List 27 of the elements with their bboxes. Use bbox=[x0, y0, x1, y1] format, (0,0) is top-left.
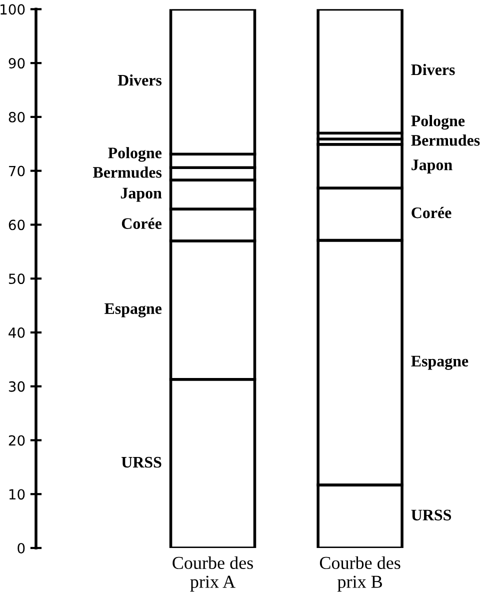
y-tick-label: 80 bbox=[8, 112, 25, 122]
series-label: Espagne bbox=[411, 356, 468, 370]
text: Corée bbox=[412, 206, 452, 218]
x-tick-label: Courbe des prix B bbox=[320, 556, 400, 592]
text: Japon bbox=[412, 160, 452, 174]
y-tick-label: 70 bbox=[9, 166, 25, 176]
y-tick-label: 20 bbox=[8, 435, 25, 446]
series-label: Pologne bbox=[108, 147, 162, 162]
text: Pologne bbox=[411, 115, 465, 130]
series-label: Divers bbox=[411, 64, 455, 76]
text: Espagne bbox=[104, 303, 162, 318]
series-label: Japon bbox=[120, 188, 162, 202]
y-tick-label: 10 bbox=[9, 489, 25, 500]
y-tick-label: 60 bbox=[8, 220, 25, 230]
series-label: URSS bbox=[411, 510, 452, 520]
y-tick-label: 90 bbox=[8, 58, 25, 69]
text: URSS bbox=[122, 456, 162, 468]
series-label: Bermudes bbox=[411, 134, 480, 146]
y-tick-label: 30 bbox=[8, 381, 25, 392]
y-tick-label: 40 bbox=[8, 327, 25, 338]
series-label: Corée bbox=[122, 218, 162, 229]
text: Divers bbox=[118, 74, 162, 86]
y-tick-label: 50 bbox=[8, 274, 25, 284]
x-tick-label: Courbe des prix A bbox=[172, 556, 253, 592]
text: Bermudes bbox=[93, 166, 162, 178]
y-tick-label: 0 bbox=[18, 542, 25, 554]
y-tick-label: 100 bbox=[0, 4, 25, 15]
